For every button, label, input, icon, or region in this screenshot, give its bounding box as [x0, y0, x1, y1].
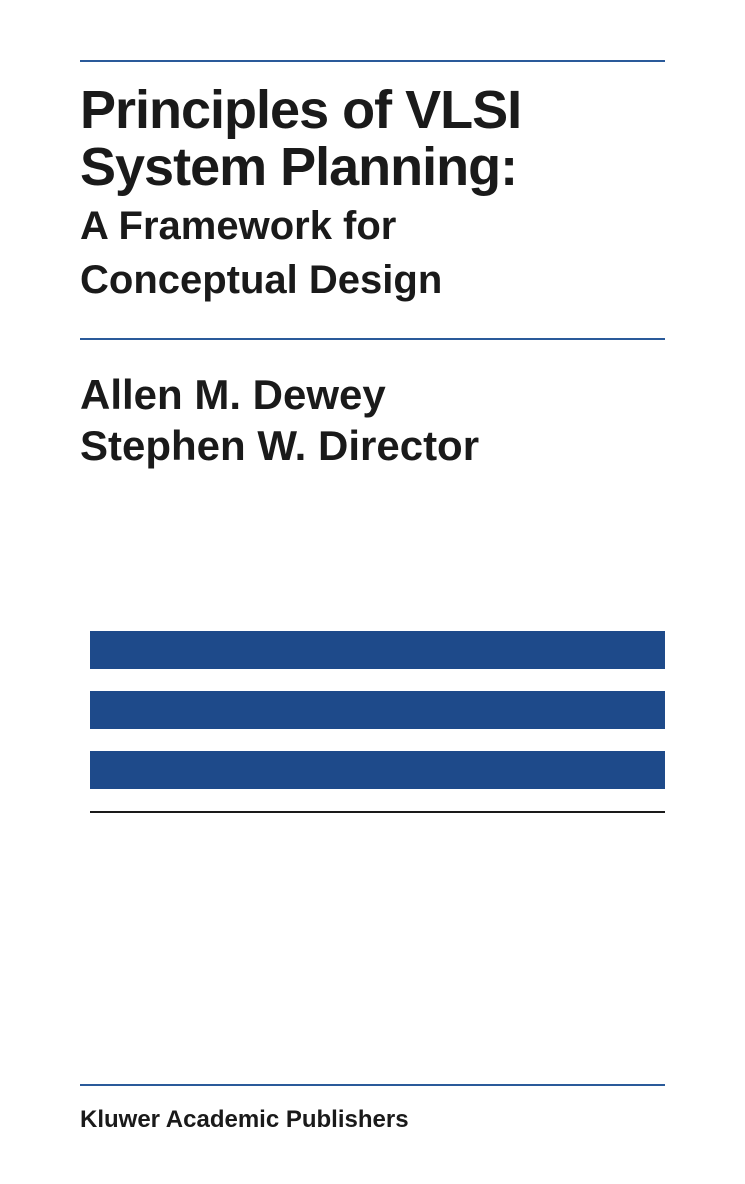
author-1: Allen M. Dewey [80, 370, 665, 420]
title-line-1: Principles of VLSI [80, 82, 665, 139]
thick-bar-3 [90, 751, 665, 789]
publisher-name: Kluwer Academic Publishers [80, 1106, 665, 1134]
mid-rule-1 [80, 338, 665, 340]
title-line-2: System Planning: [80, 139, 665, 196]
thick-bar-1 [90, 631, 665, 669]
publisher-section: Kluwer Academic Publishers [80, 1084, 665, 1134]
author-2: Stephen W. Director [80, 421, 665, 471]
spacer [80, 813, 665, 1084]
top-rule [80, 60, 665, 62]
thick-bar-2 [90, 691, 665, 729]
title-block: Principles of VLSI System Planning: A Fr… [80, 82, 665, 303]
bottom-rule [80, 1084, 665, 1086]
decorative-bars [80, 631, 665, 813]
subtitle-line-2: Conceptual Design [80, 257, 665, 303]
subtitle-line-1: A Framework for [80, 203, 665, 249]
authors-block: Allen M. Dewey Stephen W. Director [80, 370, 665, 471]
book-cover: Principles of VLSI System Planning: A Fr… [0, 0, 745, 1184]
